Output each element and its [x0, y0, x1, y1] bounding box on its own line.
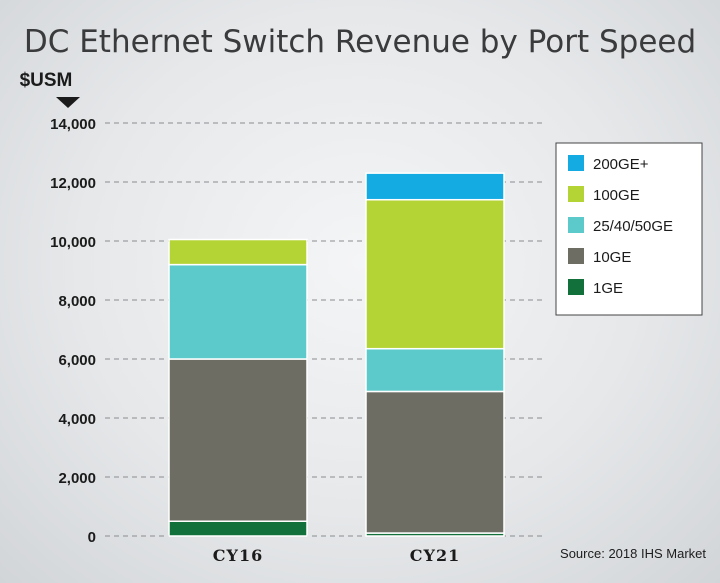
- y-tick-label: 10,000: [50, 234, 96, 251]
- bar-segment-cy21-200ge-: [365, 172, 505, 201]
- x-axis: CY16 CY21: [213, 546, 460, 565]
- legend-label: 1GE: [593, 280, 623, 297]
- y-unit-arrow-icon: [56, 97, 80, 108]
- y-tick-label: 12,000: [50, 175, 96, 192]
- legend-label: 200GE+: [593, 156, 649, 173]
- y-tick-label: 6,000: [58, 352, 96, 369]
- x-tick-label: CY16: [213, 546, 263, 565]
- bar-segment-cy16-25-40-50ge: [168, 263, 308, 360]
- y-tick-label: 4,000: [58, 411, 96, 428]
- bar-segment-cy21-25-40-50ge: [365, 347, 505, 393]
- legend-label: 10GE: [593, 249, 631, 266]
- legend-label: 100GE: [593, 187, 640, 204]
- y-axis: 0 2,000 4,000 6,000 8,000 10,000 12,000 14,000: [50, 116, 96, 546]
- legend-swatch: [568, 217, 584, 233]
- bars: [168, 172, 505, 537]
- legend-swatch: [568, 279, 584, 295]
- chart-title: DC Ethernet Switch Revenue by Port Speed: [23, 24, 697, 60]
- y-tick-label: 8,000: [58, 293, 96, 310]
- source-note: Source: 2018 IHS Market: [560, 546, 706, 561]
- y-tick-label: 14,000: [50, 116, 96, 133]
- y-tick-label: 0: [88, 529, 96, 546]
- x-tick-label: CY21: [410, 546, 460, 565]
- y-tick-label: 2,000: [58, 470, 96, 487]
- y-unit: $USM: [20, 70, 80, 108]
- legend-label: 25/40/50GE: [593, 218, 673, 235]
- legend: 200GE+ 100GE 25/40/50GE 10GE 1GE: [555, 142, 703, 316]
- legend-swatch: [568, 186, 584, 202]
- legend-swatch: [568, 155, 584, 171]
- bar-segment-cy16-10ge: [168, 358, 308, 522]
- y-unit-label: $USM: [20, 70, 73, 91]
- legend-swatch: [568, 248, 584, 264]
- bar-segment-cy16-100ge: [168, 238, 308, 266]
- bar-segment-cy21-10ge: [365, 390, 505, 534]
- bar-segment-cy21-100ge: [365, 198, 505, 350]
- bar-segment-cy16-1ge: [168, 520, 308, 537]
